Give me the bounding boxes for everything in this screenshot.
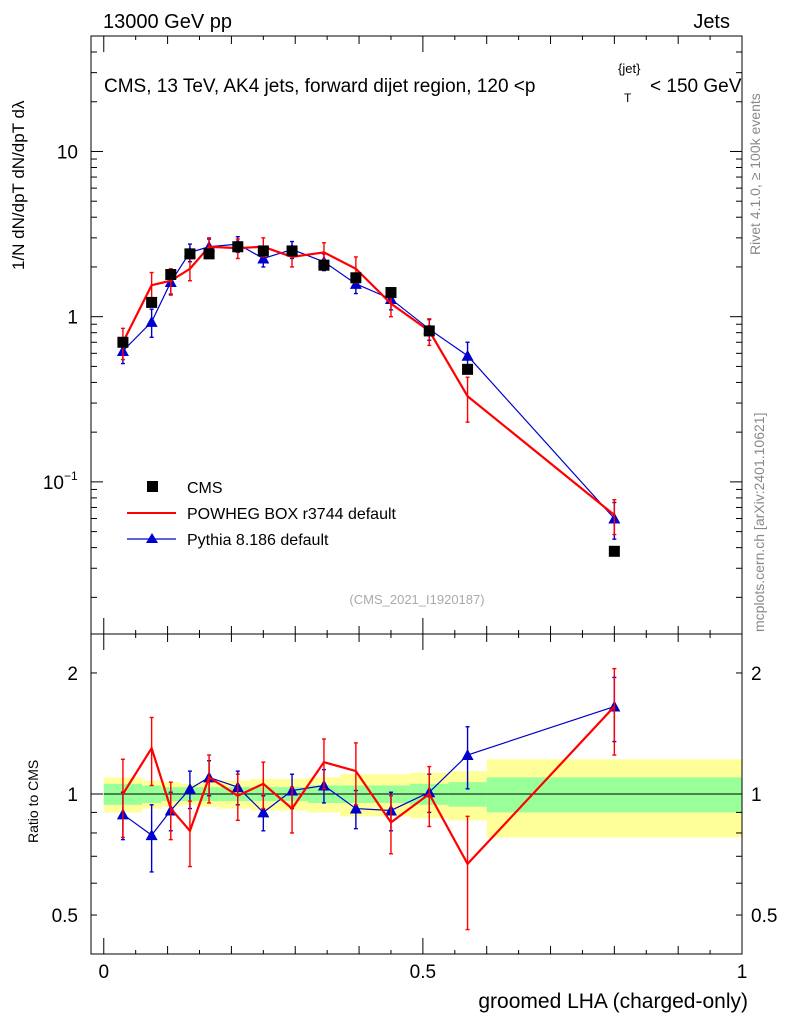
main-ytick-label-left: 10	[43, 473, 64, 494]
ratio-ytick-label-left: 0.5	[52, 906, 78, 927]
legend: CMS POWHEG BOX r3744 default Pythia 8.18…	[127, 480, 397, 549]
legend-pythia-label: Pythia 8.186 default	[187, 532, 329, 549]
watermark: (CMS_2021_I1920187)	[349, 592, 484, 607]
ratio-ytick-label-left: 1	[67, 785, 78, 806]
main-cms-point	[184, 248, 196, 260]
ratio-pythia-point	[461, 749, 474, 761]
main-cms-point	[423, 325, 435, 337]
main-pythia-point	[257, 252, 270, 264]
ratio-pythia-point	[183, 782, 196, 794]
header-right: Jets	[693, 11, 730, 33]
main-ytick-label-left: 10	[57, 142, 78, 163]
main-powheg-line	[121, 245, 616, 516]
ratio-powheg-line	[121, 705, 616, 866]
main-ytick-label-sup: −1	[64, 469, 78, 483]
title-tail: < 150 GeV	[650, 76, 742, 97]
rivet-label: Rivet 4.1.0, ≥ 100k events	[747, 93, 763, 255]
ratio-xtick-label: 0	[98, 962, 109, 983]
ratio-pythia-point	[349, 802, 362, 814]
mcplots-label: mcplots.cern.ch [arXiv:2401.10621]	[751, 413, 767, 632]
ratio-pythia-point	[145, 829, 158, 841]
legend-powheg-label: POWHEG BOX r3744 default	[187, 506, 397, 523]
legend-pythia-marker	[146, 533, 158, 543]
legend-cms-marker	[147, 481, 158, 492]
main-cms-point	[462, 363, 474, 375]
plot-title: CMS, 13 TeV, AK4 jets, forward dijet reg…	[104, 61, 742, 105]
main-pythia-point	[461, 349, 474, 361]
x-axis-label: groomed LHA (charged-only)	[478, 990, 748, 1013]
main-cms-point	[232, 241, 244, 253]
legend-cms-label: CMS	[187, 480, 223, 497]
main-cms-point	[350, 272, 362, 284]
main-cms-point	[318, 259, 330, 271]
header-left: 13000 GeV pp	[103, 11, 232, 33]
ratio-panel: 0.5 0.5 1 1 2 2 0 0.5 1	[52, 633, 777, 983]
ratio-pythia-point	[257, 806, 270, 818]
ratio-ytick-label-left: 2	[67, 664, 78, 685]
main-cms-point	[385, 287, 397, 299]
ratio-pythia-line	[122, 705, 615, 836]
main-cms-point	[146, 296, 158, 308]
main-cms-point	[286, 245, 298, 257]
ratio-ylabel: Ratio to CMS	[25, 760, 41, 843]
ratio-xtick-label: 0.5	[410, 962, 436, 983]
main-pythia-line	[122, 243, 615, 519]
title-sub: T	[624, 91, 632, 105]
ratio-ytick-label-right: 0.5	[751, 906, 777, 927]
ratio-ytick-label-right: 1	[751, 785, 762, 806]
ratio-xtick-label: 1	[737, 962, 748, 983]
main-cms-point	[203, 248, 215, 260]
main-cms-point	[117, 336, 129, 348]
main-cms-point	[608, 545, 620, 557]
ratio-ytick-label-right: 2	[751, 664, 762, 685]
main-cms-point	[165, 269, 177, 281]
main-cms-point	[257, 245, 269, 257]
main-ylabel-text: 1/N dN/dpT dN/dpT dλ	[9, 100, 28, 270]
main-ytick-label-left: 1	[67, 308, 78, 329]
title-main: CMS, 13 TeV, AK4 jets, forward dijet reg…	[104, 76, 535, 97]
main-pythia-point	[145, 315, 158, 327]
ratio-band-inner	[486, 777, 742, 813]
main-ylabel: 1/N dN/dpT dN/dpT dλ	[9, 100, 28, 270]
title-sup: {jet}	[618, 61, 641, 76]
